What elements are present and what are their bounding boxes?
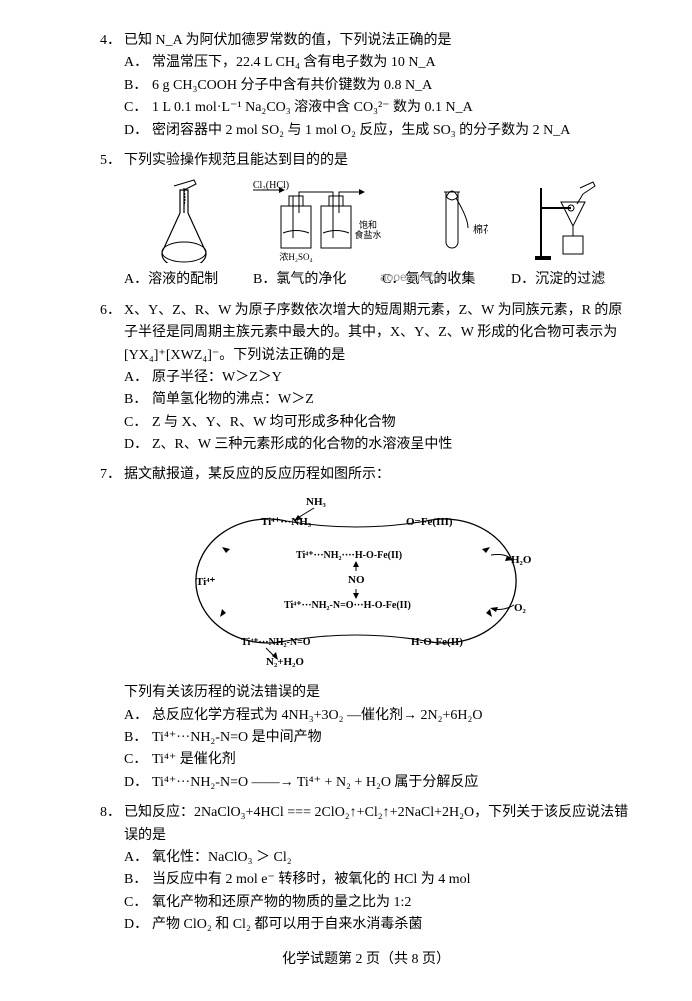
q5-stem: 下列实验操作规范且能达到目的的是	[124, 150, 632, 172]
svg-text:Ti⁴⁺: Ti⁴⁺	[196, 576, 215, 588]
q6-optB: 简单氢化物的沸点：W＞Z	[152, 389, 314, 411]
q5-diagram-C: 棉花	[393, 178, 512, 263]
svg-text:Ti⁴⁺···NH₂-N=O···H-O-Fe(II): Ti⁴⁺···NH₂-N=O···H-O-Fe(II)	[284, 600, 411, 611]
testtube-icon: 棉花	[418, 178, 488, 263]
q7-stem: 据文献报道，某反应的反应历程如图所示：	[124, 464, 632, 486]
q4-optA: 常温常压下，22.4 L CH₄ 含有电子数为 10 N_A	[152, 52, 436, 74]
q7-optB: Ti⁴⁺···NH₂-N=O 是中间产物	[152, 727, 322, 749]
question-8: 8． 已知反应：2NaClO₃+4HCl === 2ClO₂↑+Cl₂↑+2Na…	[100, 802, 632, 936]
q4-optC: 1 L 0.1 mol·L⁻¹ Na₂CO₃ 溶液中含 CO₃²⁻ 数为 0.1…	[152, 97, 473, 119]
svg-text:NH₃: NH₃	[306, 496, 327, 508]
opt-letter: C．	[124, 97, 152, 119]
q8-stem: 已知反应：2NaClO₃+4HCl === 2ClO₂↑+Cl₂↑+2NaCl+…	[124, 802, 632, 847]
label-nacl2: 食盐水	[355, 229, 382, 240]
q7-optD: Ti⁴⁺···NH₂-N=O ——→ Ti⁴⁺ + N₂ + H₂O 属于分解反…	[152, 772, 478, 794]
q5-diagram-A	[124, 178, 243, 263]
svg-text:H-O-Fe(II): H-O-Fe(II)	[411, 636, 463, 648]
svg-text:Ti⁴⁺···NH₂-N=O: Ti⁴⁺···NH₂-N=O	[241, 637, 311, 648]
opt-letter: B．	[124, 389, 152, 411]
q8-optA: 氧化性：NaClO₃ ＞ Cl₂	[152, 847, 292, 869]
q5-diagram-row: Cl₂(HCl) 浓H₂SO₄ 饱和 食盐水	[100, 178, 632, 263]
flask-icon	[154, 178, 214, 263]
svg-text:O₂: O₂	[514, 602, 527, 614]
q7-optC: Ti⁴⁺ 是催化剂	[152, 749, 236, 771]
opt-letter: D．	[124, 772, 152, 794]
q5-optA: A．溶液的配制	[124, 269, 245, 291]
q5-diagram-D	[513, 178, 632, 263]
opt-letter: B．	[124, 727, 152, 749]
opt-letter: D．	[124, 120, 152, 142]
q6-optA: 原子半径：W＞Z＞Y	[152, 367, 282, 389]
opt-letter: B．	[124, 869, 152, 891]
svg-text:NO: NO	[348, 574, 365, 586]
question-6: 6． X、Y、Z、R、W 为原子序数依次增大的短周期元素，Z、W 为同族元素，R…	[100, 300, 632, 457]
label-nacl: 饱和	[359, 219, 377, 230]
opt-letter: A．	[124, 52, 152, 74]
q8-optD: 产物 ClO₂ 和 Cl₂ 都可以用于自来水消毒杀菌	[152, 914, 422, 936]
question-7: 7． 据文献报道，某反应的反应历程如图所示： NH₃ Ti⁴⁺···NH₃ O=…	[100, 464, 632, 794]
svg-text:O=Fe(III): O=Fe(III)	[406, 516, 453, 528]
opt-letter: A．	[124, 847, 152, 869]
opt-letter: D．	[124, 434, 152, 456]
q8-number: 8．	[100, 802, 124, 847]
opt-letter: A．	[124, 367, 152, 389]
watermark-text: aooedu.com	[380, 268, 446, 287]
q6-optC: Z 与 X、Y、R、W 均可形成多种化合物	[152, 412, 396, 434]
label-cotton: 棉花	[473, 223, 488, 236]
svg-text:H₂O: H₂O	[511, 554, 532, 566]
q4-optD: 密闭容器中 2 mol SO₂ 与 1 mol O₂ 反应，生成 SO₃ 的分子…	[152, 120, 570, 142]
q7-substem: 下列有关该历程的说法错误的是	[100, 682, 632, 704]
q5-optB: B．氯气的净化	[253, 269, 374, 291]
q7-cycle-diagram: NH₃ Ti⁴⁺···NH₃ O=Fe(III) Ti⁴⁺···NH₂····H…	[100, 493, 632, 676]
q5-option-row: A．溶液的配制 B．氯气的净化 C．氨气的收集 D．沉淀的过滤	[100, 269, 632, 291]
opt-letter: D．	[124, 914, 152, 936]
q4-stem: 已知 N_A 为阿伏加德罗常数的值，下列说法正确的是	[124, 30, 632, 52]
question-4: 4． 已知 N_A 为阿伏加德罗常数的值，下列说法正确的是 A．常温常压下，22…	[100, 30, 632, 142]
page-footer: 化学试题第 2 页（共 8 页）	[100, 949, 632, 971]
opt-letter: C．	[124, 412, 152, 434]
filter-icon	[535, 178, 610, 263]
svg-text:Ti⁴⁺···NH₃: Ti⁴⁺···NH₃	[261, 516, 312, 528]
gas-wash-icon: Cl₂(HCl) 浓H₂SO₄ 饱和 食盐水	[243, 178, 393, 263]
opt-letter: C．	[124, 749, 152, 771]
q6-number: 6．	[100, 300, 124, 367]
label-h2so4: 浓H₂SO₄	[280, 252, 313, 262]
q4-optB: 6 g CH₃COOH 分子中含有共价键数为 0.8 N_A	[152, 75, 432, 97]
q5-optD: D．沉淀的过滤	[511, 269, 632, 291]
q8-optB: 当反应中有 2 mol e⁻ 转移时，被氧化的 HCl 为 4 mol	[152, 869, 471, 891]
opt-letter: A．	[124, 705, 152, 727]
question-5: 5． 下列实验操作规范且能达到目的的是 Cl₂(HCl)	[100, 150, 632, 292]
q6-optD: Z、R、W 三种元素形成的化合物的水溶液呈中性	[152, 434, 452, 456]
q5-diagram-B: Cl₂(HCl) 浓H₂SO₄ 饱和 食盐水	[243, 178, 393, 263]
q7-optA: 总反应化学方程式为 4NH₃+3O₂ —催化剂→ 2N₂+6H₂O	[152, 705, 482, 727]
opt-letter: C．	[124, 892, 152, 914]
svg-text:N₂+H₂O: N₂+H₂O	[266, 656, 304, 668]
q7-number: 7．	[100, 464, 124, 486]
opt-letter: B．	[124, 75, 152, 97]
q5-number: 5．	[100, 150, 124, 172]
q4-number: 4．	[100, 30, 124, 52]
reaction-cycle-icon: NH₃ Ti⁴⁺···NH₃ O=Fe(III) Ti⁴⁺···NH₂····H…	[166, 493, 566, 668]
q8-optC: 氧化产物和还原产物的物质的量之比为 1:2	[152, 892, 411, 914]
q6-stem: X、Y、Z、R、W 为原子序数依次增大的短周期元素，Z、W 为同族元素，R 的原…	[124, 300, 632, 367]
svg-text:Ti⁴⁺···NH₂····H-O-Fe(II): Ti⁴⁺···NH₂····H-O-Fe(II)	[296, 550, 402, 561]
